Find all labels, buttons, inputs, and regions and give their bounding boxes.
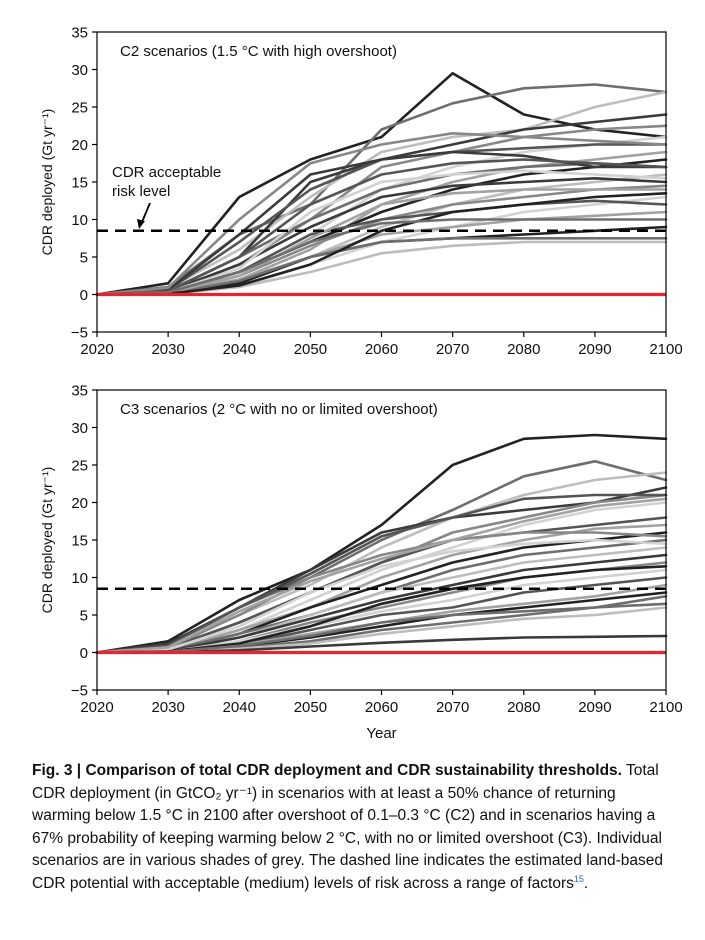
c3-y-tick-label: 15 [71, 533, 88, 550]
c2-scenario-line [95, 192, 668, 296]
c3-scenario-line [95, 516, 668, 654]
c2-y-tick-label: 5 [80, 250, 88, 267]
c2-x-tick-label: 2080 [507, 341, 540, 358]
c3-y-tick-label: 0 [80, 645, 88, 662]
c3-y-tick-label: 30 [71, 420, 88, 437]
c2-annotation-arrow-head [137, 219, 145, 229]
c2-scenario-line [95, 218, 668, 296]
c2-annotation-arrow-shaft [141, 202, 151, 223]
c2-y-tick-label: 15 [71, 175, 88, 192]
caption-reference[interactable]: 15 [573, 873, 584, 884]
c3-scenario-line [95, 433, 668, 654]
c3-x-tick-label: 2040 [223, 699, 256, 716]
c3-y-tick-label: −5 [71, 683, 88, 700]
c3-scenario-line [95, 538, 668, 654]
c2-y-axis-label: CDR deployed (Gt yr⁻¹) [39, 109, 55, 256]
caption-label: Fig. 3 | [32, 762, 86, 779]
c3-x-tick-label: 2090 [578, 699, 611, 716]
c2-chart-title: C2 scenarios (1.5 °C with high overshoot… [120, 43, 397, 60]
c2-y-tick-label: 10 [71, 212, 88, 229]
caption-end: . [583, 874, 589, 892]
c2-y-tick-label: 35 [71, 25, 88, 42]
c2-scenario-line [95, 158, 668, 296]
c2-y-tick-label: 0 [80, 287, 88, 304]
c3-scenario-line [95, 531, 668, 654]
c2-x-tick-label: 2070 [436, 341, 469, 358]
caption-body: Total CDR deployment (in GtCO₂ yr⁻¹) in … [32, 762, 663, 892]
c2-scenario-line [95, 132, 668, 296]
c3-y-tick-label: 25 [71, 458, 88, 475]
c2-x-tick-label: 2020 [80, 341, 113, 358]
c3-chart-title: C3 scenarios (2 °C with no or limited ov… [120, 401, 438, 418]
c2-x-tick-label: 2050 [294, 341, 327, 358]
c2-scenario-line [95, 177, 668, 296]
c2-x-tick-label: 2030 [151, 341, 184, 358]
c3-scenario-line [95, 497, 668, 654]
c3-y-tick-label: 10 [71, 570, 88, 587]
c3-y-tick-label: 5 [80, 608, 88, 625]
caption-title: Comparison of total CDR deployment and C… [85, 762, 622, 779]
c2-x-tick-label: 2100 [649, 341, 682, 358]
c3-scenario-line [95, 486, 668, 654]
c3-y-tick-label: 35 [71, 383, 88, 400]
c2-y-tick-label: 25 [71, 100, 88, 117]
c3-y-axis-label: CDR deployed (Gt yr⁻¹) [39, 467, 55, 614]
c3-x-tick-label: 2060 [365, 699, 398, 716]
c2-y-tick-label: 20 [71, 137, 88, 154]
c2-annotation-line-1: CDR acceptable [112, 164, 221, 181]
c3-x-axis-label: Year [366, 725, 396, 742]
c3-x-tick-label: 2100 [649, 699, 682, 716]
c3-scenario-line [95, 553, 668, 654]
c2-x-tick-label: 2090 [578, 341, 611, 358]
c3-x-tick-label: 2080 [507, 699, 540, 716]
c3-x-tick-label: 2030 [151, 699, 184, 716]
figure-caption: Fig. 3 | Comparison of total CDR deploym… [32, 760, 672, 896]
c3-x-tick-label: 2020 [80, 699, 113, 716]
c2-scenario-line [95, 188, 668, 296]
c2-scenario-line [95, 237, 668, 296]
c2-scenario-line [95, 83, 668, 296]
c2-annotation-line-2: risk level [112, 183, 170, 200]
c2-y-tick-label: −5 [71, 325, 88, 342]
c3-x-tick-label: 2050 [294, 699, 327, 716]
c3-scenario-line [95, 493, 668, 654]
c2-y-tick-label: 30 [71, 62, 88, 79]
c3-y-tick-label: 20 [71, 495, 88, 512]
c3-scenario-line [95, 602, 668, 654]
c2-x-tick-label: 2060 [365, 341, 398, 358]
c3-x-tick-label: 2070 [436, 699, 469, 716]
c2-x-tick-label: 2040 [223, 341, 256, 358]
